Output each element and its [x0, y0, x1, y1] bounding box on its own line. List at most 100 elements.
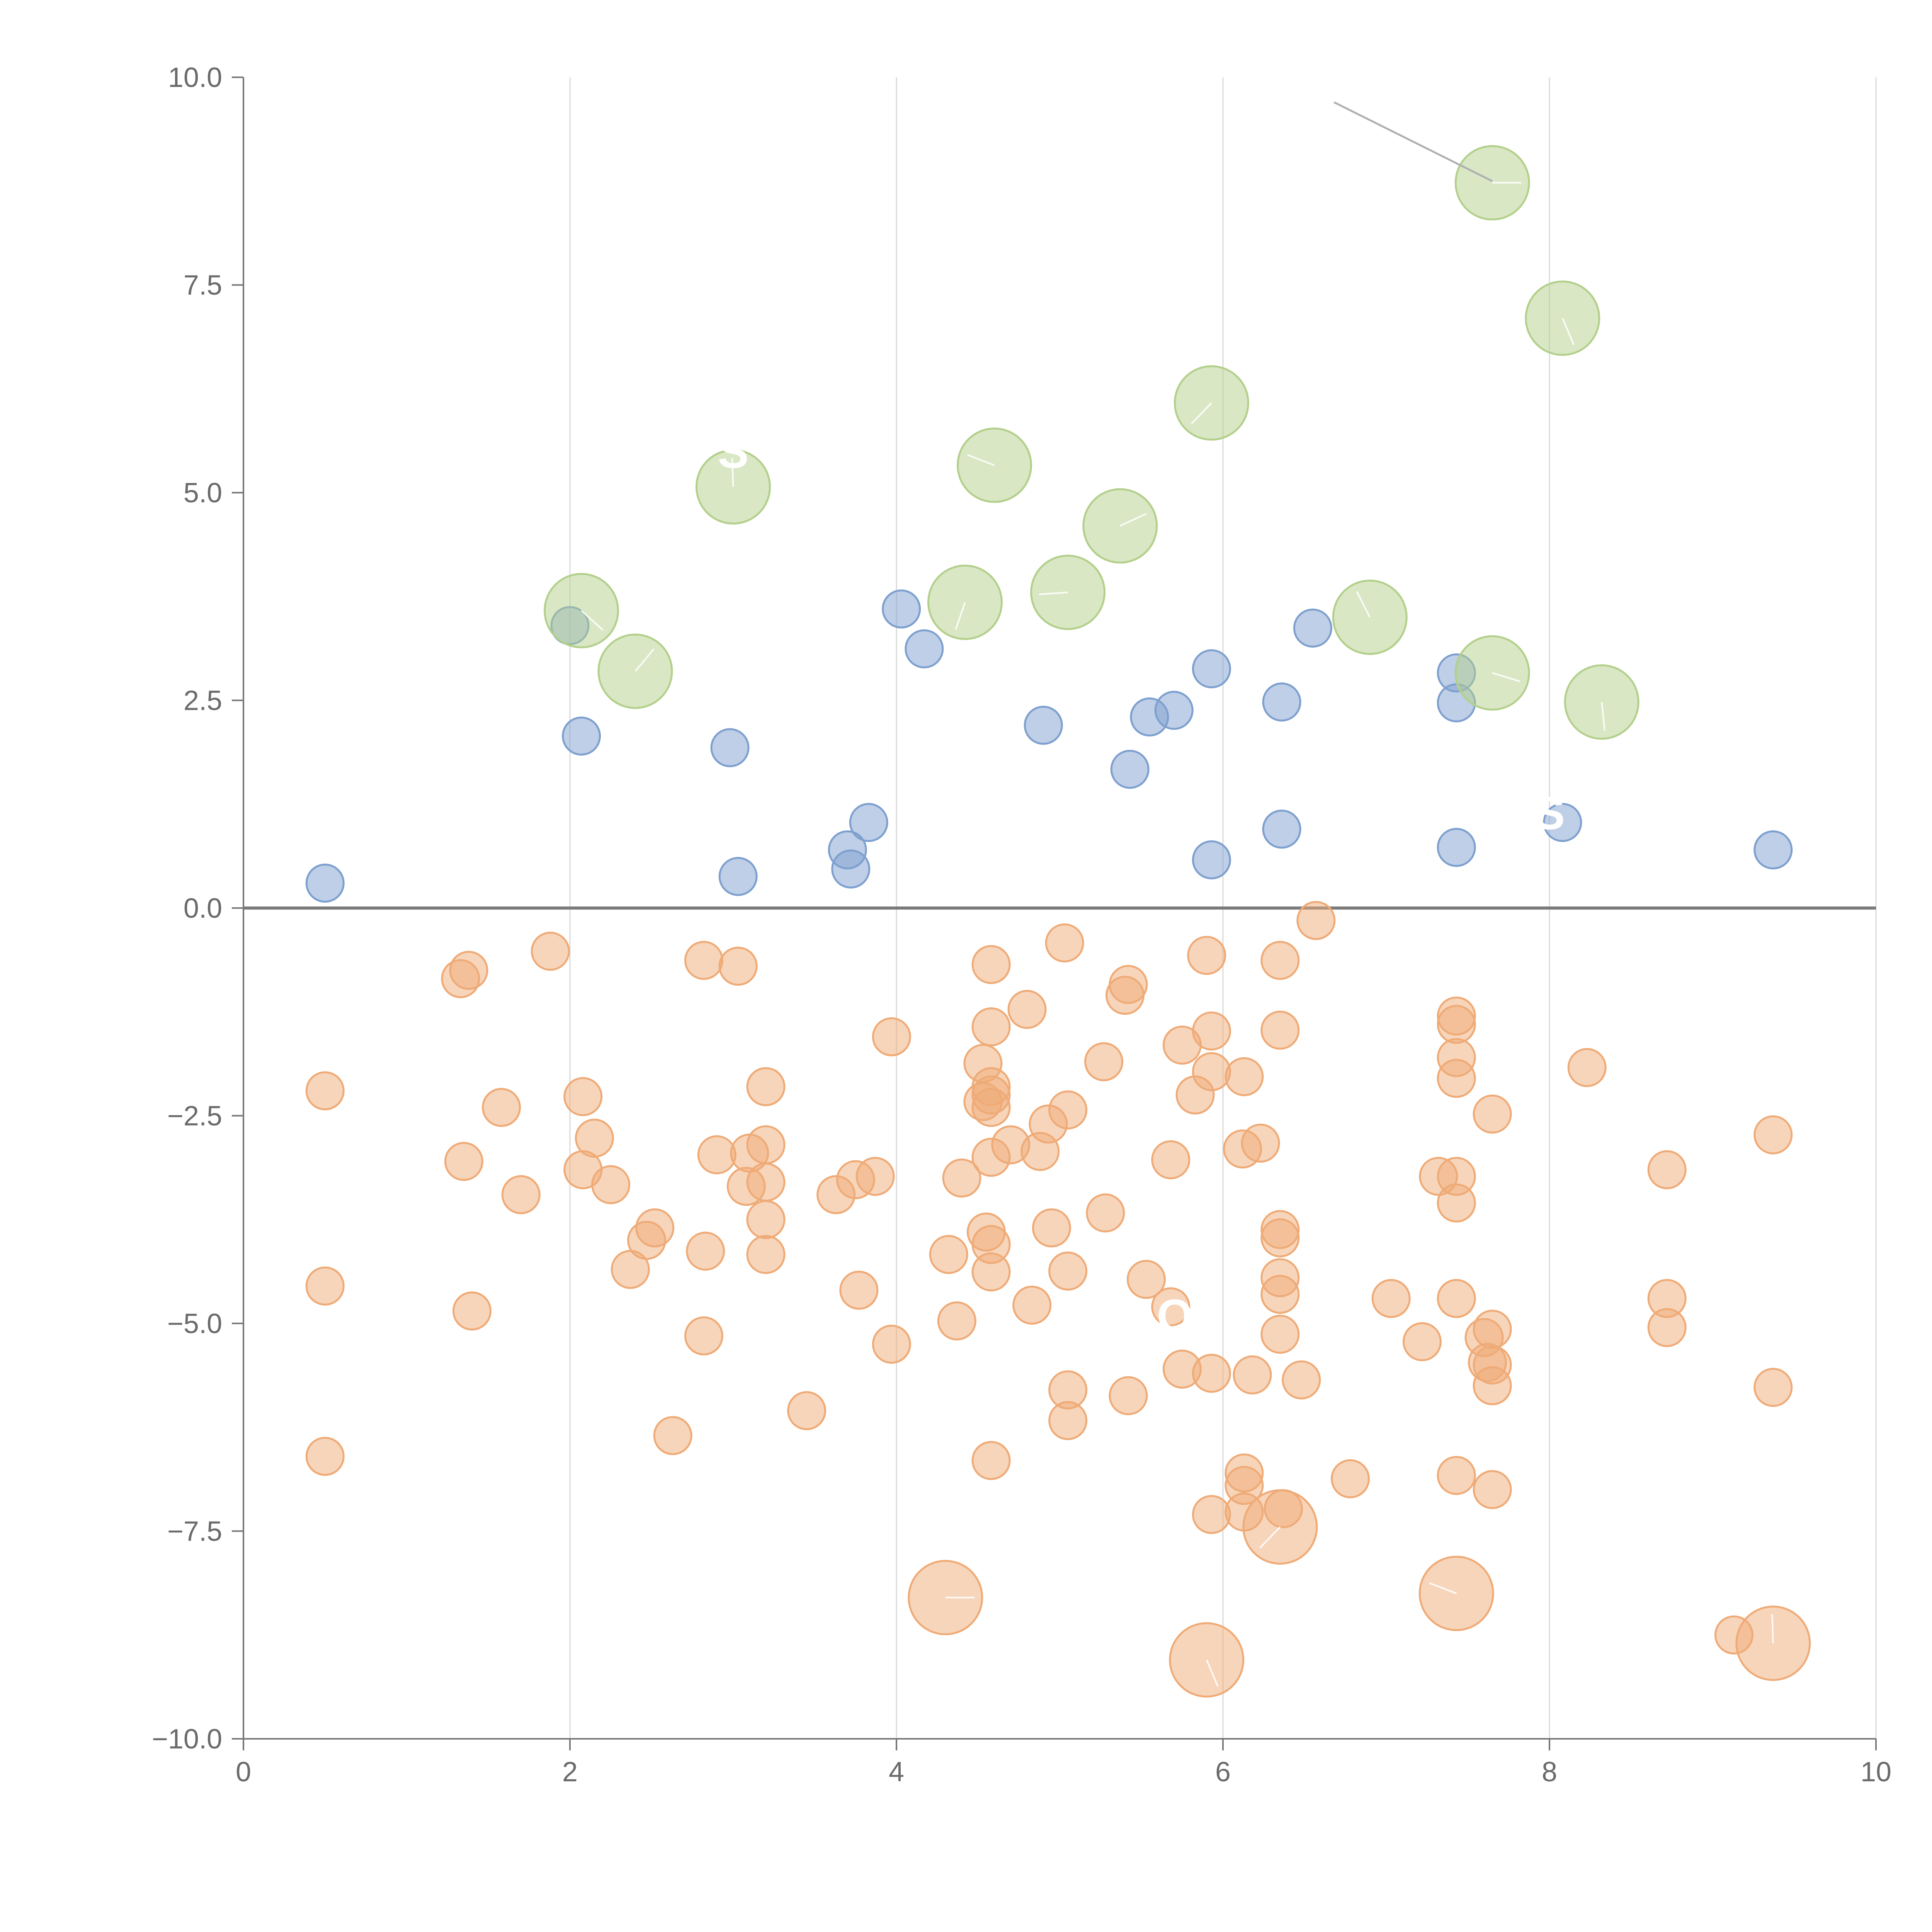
bubble-positive-small-13: [1154, 690, 1194, 730]
x-tick-label: 6: [1215, 1757, 1231, 1787]
bubble-negative-small-86: [1260, 940, 1300, 980]
y-tick-label: −5.0: [167, 1308, 222, 1339]
label-leader-positive-large-6: [581, 610, 604, 631]
bubble-negative-small-30: [787, 1391, 827, 1430]
callout-line: [1333, 101, 1493, 182]
bubble-negative-small-36: [872, 1325, 911, 1364]
bubble-negative-small-89: [1260, 1218, 1300, 1258]
x-tick-label: 0: [236, 1757, 251, 1787]
bubble-negative-small-96: [1331, 1459, 1370, 1498]
bubble-negative-small-101: [1437, 1005, 1476, 1044]
bubble-negative-small-53: [1007, 990, 1047, 1029]
bubble-positive-small-14: [1192, 649, 1231, 689]
bubble-negative-small-110: [1473, 1094, 1512, 1134]
bubble-negative-small-35: [872, 1017, 911, 1056]
bubble-negative-small-111: [1473, 1310, 1512, 1349]
bubble-negative-small-63: [1084, 1042, 1124, 1082]
bubble-negative-small-79: [1225, 1057, 1264, 1096]
bubble-negative-small-103: [1437, 1059, 1476, 1098]
annotation-text: OP: [1157, 1290, 1224, 1342]
bubble-negative-small-64: [1086, 1193, 1125, 1233]
label-leader-positive-large-3: [967, 454, 995, 466]
bubble-negative-small-2: [305, 1437, 345, 1476]
bubble-negative-small-16: [635, 1208, 675, 1248]
bubble-negative-small-85: [1241, 1123, 1280, 1163]
bubble-negative-small-47: [971, 1088, 1011, 1127]
bubble-negative-small-69: [1151, 1140, 1190, 1179]
label-leader-negative-large-1: [1206, 1659, 1219, 1687]
bubble-positive-small-21: [1437, 828, 1476, 867]
bubble-negative-small-18: [684, 940, 723, 980]
bubble-negative-small-22: [718, 947, 758, 986]
bubble-negative-small-4: [449, 951, 488, 990]
bubble-negative-small-1: [305, 1266, 345, 1306]
y-tick-label: −7.5: [167, 1516, 222, 1547]
bubble-negative-small-34: [855, 1156, 895, 1196]
bubble-negative-small-118: [1647, 1308, 1687, 1347]
bubble-negative-small-0: [305, 1071, 345, 1111]
bubble-negative-small-28: [746, 1200, 786, 1239]
bubble-negative-small-105: [1437, 1183, 1476, 1223]
bubble-negative-small-12: [575, 1119, 614, 1158]
bubble-negative-small-68: [1126, 1260, 1166, 1299]
bubble-negative-small-70: [1151, 1287, 1190, 1327]
bubble-negative-small-114: [1473, 1470, 1512, 1509]
bubble-positive-small-23: [1753, 830, 1793, 869]
y-tick-label: 2.5: [184, 685, 222, 716]
x-tick-label: 10: [1861, 1757, 1891, 1787]
bubble-positive-small-8: [882, 589, 921, 629]
bubble-positive-small-16: [1262, 682, 1301, 722]
bubble-positive-small-15: [1192, 840, 1231, 879]
bubble-negative-small-38: [937, 1301, 976, 1341]
bubble-negative-small-116: [1647, 1150, 1687, 1189]
bubble-negative-small-7: [482, 1088, 521, 1127]
bubble-negative-small-58: [1045, 923, 1084, 963]
y-tick-label: 5.0: [184, 478, 222, 509]
series-negative-large: [908, 1489, 1811, 1698]
label-leader-negative-large-3: [1429, 1582, 1457, 1594]
bubble-negative-small-17: [653, 1416, 692, 1455]
bubble-negative-small-6: [452, 1291, 492, 1331]
bubble-negative-small-44: [971, 1007, 1011, 1046]
bubble-negative-small-62: [1048, 1401, 1088, 1440]
bubble-negative-small-25: [746, 1067, 786, 1106]
bubble-negative-small-60: [1048, 1252, 1088, 1291]
bubble-positive-small-6: [831, 849, 871, 889]
bubble-positive-small-2: [562, 716, 601, 756]
bubble-negative-small-106: [1437, 1279, 1476, 1318]
label-leader-positive-large-11: [1492, 672, 1520, 682]
series-negative-small: [305, 901, 1793, 1655]
label-leader-positive-large-9: [1356, 591, 1371, 618]
bubble-negative-small-115: [1567, 1048, 1607, 1087]
bubble-negative-small-8: [501, 1175, 541, 1214]
bubble-negative-small-66: [1109, 965, 1148, 1004]
bubble-negative-small-26: [746, 1125, 786, 1165]
bubble-negative-small-92: [1260, 1315, 1300, 1354]
label-leader-negative-large-2: [1259, 1526, 1281, 1549]
label-leader-positive-large-10: [634, 648, 655, 672]
bubble-negative-small-39: [942, 1158, 981, 1198]
bubble-negative-small-78: [1192, 1495, 1231, 1534]
x-tick-label: 2: [562, 1757, 578, 1787]
bubble-positive-small-11: [1110, 750, 1150, 789]
annotation-text: S: [1534, 787, 1565, 839]
bubble-negative-small-76: [1192, 1052, 1231, 1092]
bubble-negative-small-74: [1187, 936, 1226, 975]
bubble-negative-small-57: [1032, 1208, 1071, 1248]
bubble-negative-small-94: [1282, 1360, 1321, 1400]
y-tick-label: 10.0: [168, 62, 222, 93]
label-leader-positive-large-7: [955, 602, 966, 630]
y-tick-label: −2.5: [167, 1101, 222, 1132]
bubble-negative-small-21: [697, 1135, 736, 1175]
series-positive-large: [544, 145, 1639, 740]
label-leader-positive-large-2: [1190, 402, 1212, 425]
y-tick-label: −10.0: [152, 1724, 222, 1755]
bubble-negative-small-37: [929, 1235, 968, 1274]
bubble-negative-small-97: [1371, 1279, 1411, 1318]
bubble-negative-small-27: [746, 1163, 786, 1202]
bubble-layer: [305, 145, 1811, 1698]
bubble-positive-small-9: [905, 629, 944, 668]
bubble-negative-small-10: [563, 1077, 603, 1116]
bubble-negative-small-43: [971, 945, 1011, 984]
